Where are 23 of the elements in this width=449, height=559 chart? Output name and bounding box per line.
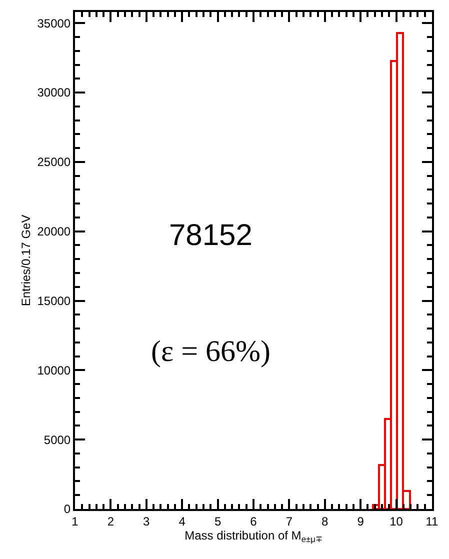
x-tick-label: 7 xyxy=(286,514,293,528)
x-tick-label: 1 xyxy=(72,514,79,528)
x-tick-label: 11 xyxy=(426,514,439,528)
y-tick-label: 0 xyxy=(64,502,71,516)
x-tick-label: 8 xyxy=(322,514,329,528)
y-axis-title: Entries/0.17 GeV xyxy=(19,214,34,306)
x-tick-label: 2 xyxy=(107,514,114,528)
x-tick-label: 4 xyxy=(178,514,186,528)
annotation: (ε = 66%) xyxy=(151,335,270,368)
x-tick-label: 5 xyxy=(214,514,222,528)
x-tick-label: 3 xyxy=(143,514,150,528)
x-tick-label: 6 xyxy=(250,514,258,528)
y-tick-label: 10000 xyxy=(37,363,71,378)
y-tick-label: 5000 xyxy=(44,432,71,447)
y-tick-label: 30000 xyxy=(37,86,71,100)
y-tick-label: 15000 xyxy=(37,294,71,308)
x-tick-label: 9 xyxy=(357,514,364,528)
y-tick-label: 35000 xyxy=(37,16,71,30)
annotation: 78152 xyxy=(169,219,252,252)
y-tick-label: 25000 xyxy=(37,155,71,170)
x-axis-title: Mass distribution of M$_{e±μ∓}$ xyxy=(184,528,322,544)
x-tick-label: 10 xyxy=(390,514,404,528)
y-tick-label: 20000 xyxy=(37,224,71,239)
